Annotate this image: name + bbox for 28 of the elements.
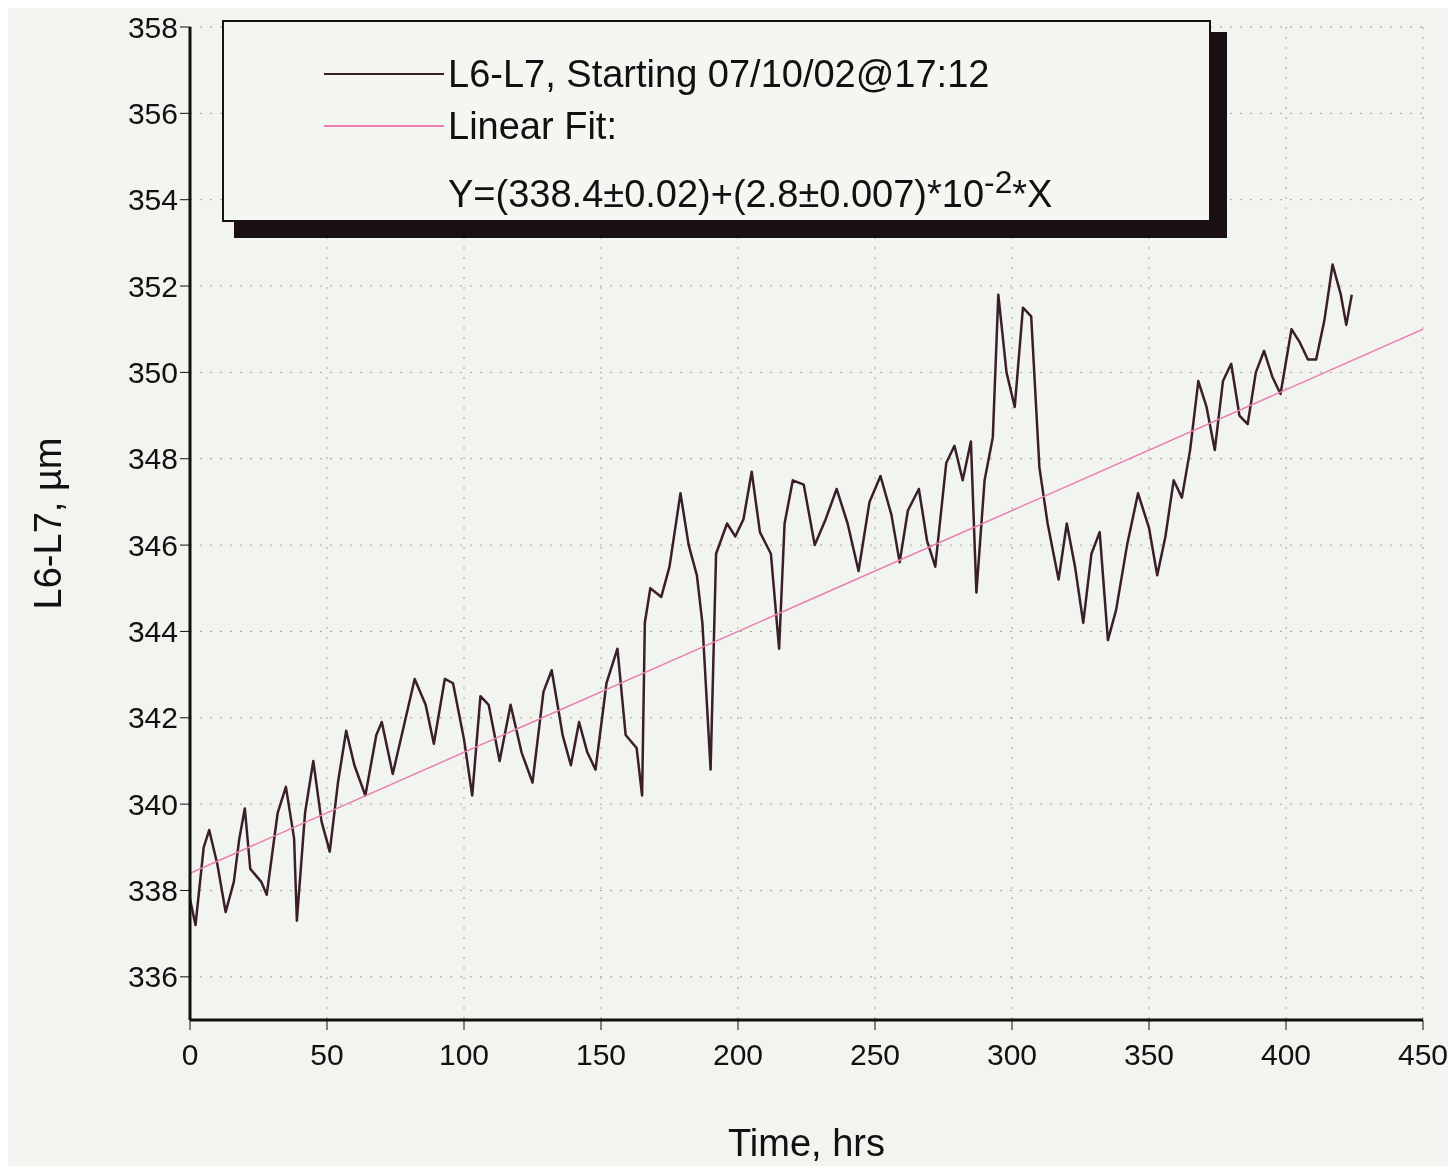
x-tick-label: 300 bbox=[986, 1038, 1038, 1072]
y-tick-label: 348 bbox=[127, 442, 178, 476]
y-tick-label: 342 bbox=[127, 701, 178, 735]
line-series bbox=[190, 263, 1354, 927]
y-tick-label: 354 bbox=[127, 183, 178, 217]
x-tick-label: 350 bbox=[1123, 1038, 1175, 1072]
x-tick-label: 50 bbox=[310, 1038, 344, 1072]
y-tick-label: 346 bbox=[127, 528, 178, 562]
x-tick-label: 200 bbox=[712, 1038, 764, 1072]
y-tick-label: 338 bbox=[127, 874, 178, 908]
legend-label: L6-L7, Starting 07/10/02@17:12 bbox=[448, 52, 990, 96]
x-tick-label: 0 bbox=[181, 1038, 199, 1072]
x-tick-label: 450 bbox=[1397, 1038, 1449, 1072]
y-tick-label: 352 bbox=[127, 269, 178, 303]
y-tick-label: 356 bbox=[127, 97, 178, 130]
y-tick-label: 350 bbox=[127, 356, 178, 390]
x-tick-label: 250 bbox=[849, 1038, 901, 1072]
y-tick-label: 344 bbox=[127, 615, 178, 649]
y-axis-title: L6-L7, µm bbox=[27, 437, 70, 610]
annotation: Y=(338.4±0.02)+(2.8±0.007)*10$^{-2}$*X bbox=[448, 163, 1054, 215]
x-tick-label: 150 bbox=[575, 1038, 627, 1072]
x-axis-title: Time, hrs bbox=[728, 1122, 885, 1164]
y-tick-label: 340 bbox=[127, 787, 178, 821]
y-tick-label: 336 bbox=[127, 960, 178, 994]
legend-label: Linear Fit: bbox=[448, 104, 617, 148]
x-tick-label: 400 bbox=[1260, 1038, 1312, 1072]
y-tick-label: 358 bbox=[127, 10, 178, 44]
x-tick-label: 100 bbox=[438, 1038, 490, 1072]
